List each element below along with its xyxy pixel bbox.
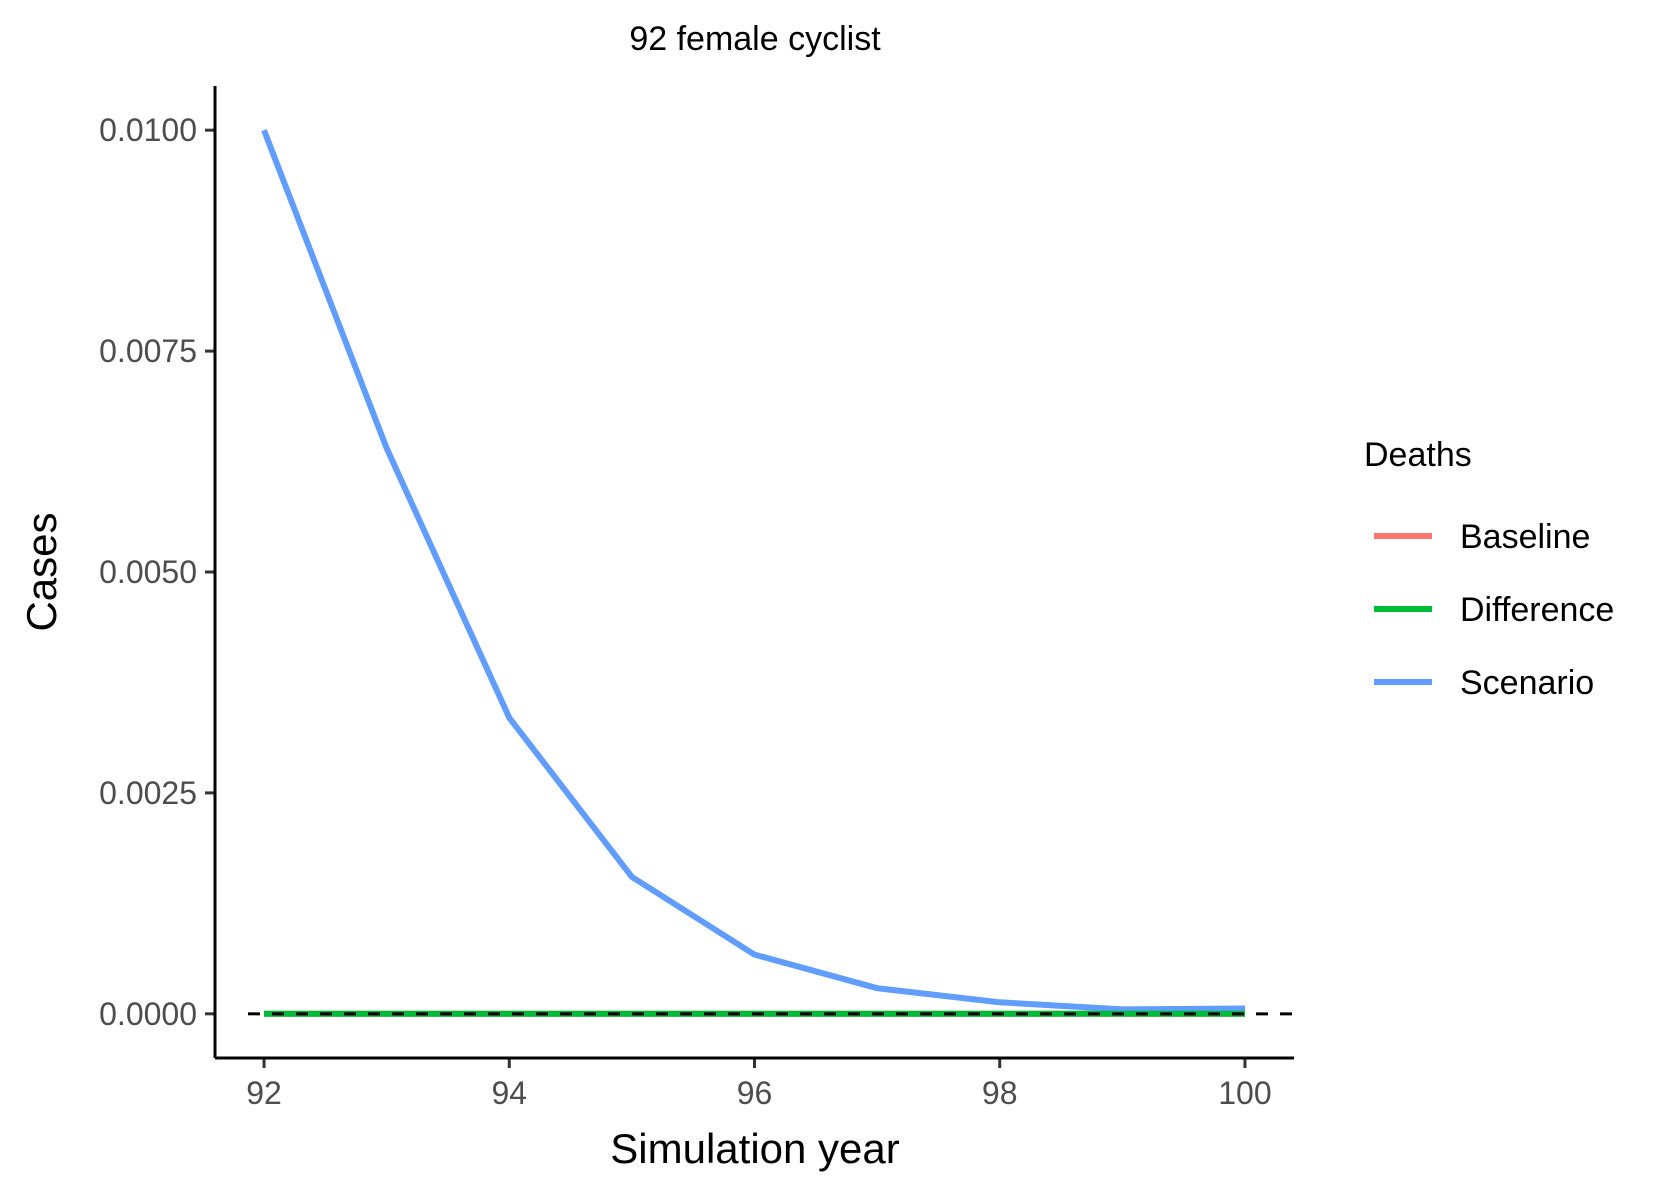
legend-items: Baseline Difference Scenario xyxy=(1374,518,1614,702)
legend-label-scenario: Scenario xyxy=(1460,664,1594,702)
series-layer xyxy=(248,129,1294,1017)
series-line-scenario xyxy=(261,129,1246,1013)
x-tick-label: 92 xyxy=(246,1075,282,1111)
y-tick-label: 0.0075 xyxy=(99,333,197,369)
x-tick-label: 96 xyxy=(737,1075,773,1111)
x-axis-ticks: 92 94 96 98 100 xyxy=(246,1058,1272,1111)
chart-title: 92 female cyclist xyxy=(629,20,881,58)
legend: Deaths Baseline Difference Scenario xyxy=(1364,436,1614,702)
legend-title: Deaths xyxy=(1364,436,1472,474)
y-tick-label: 0.0100 xyxy=(99,112,197,148)
y-axis-ticks: 0.0000 0.0025 0.0050 0.0075 0.0100 xyxy=(99,112,215,1032)
x-tick-label: 98 xyxy=(982,1075,1018,1111)
legend-label-difference: Difference xyxy=(1460,591,1614,629)
x-tick-label: 100 xyxy=(1218,1075,1271,1111)
y-tick-label: 0.0050 xyxy=(99,554,197,590)
legend-label-baseline: Baseline xyxy=(1460,518,1590,556)
y-tick-label: 0.0000 xyxy=(99,996,197,1032)
x-tick-label: 94 xyxy=(491,1075,527,1111)
y-axis-title: Cases xyxy=(18,512,65,631)
y-tick-label: 0.0025 xyxy=(99,775,197,811)
x-axis-title: Simulation year xyxy=(610,1125,899,1172)
